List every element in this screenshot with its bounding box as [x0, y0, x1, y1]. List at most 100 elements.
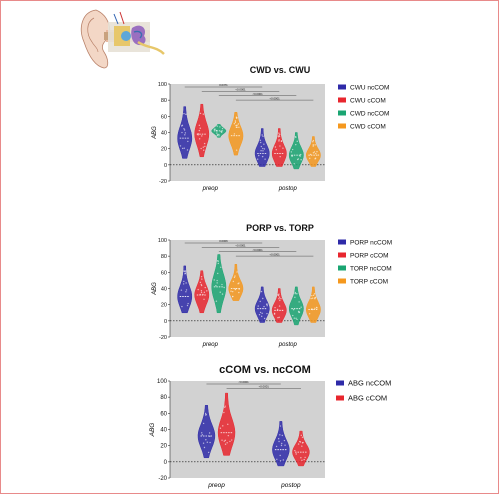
violin-0-postop	[254, 128, 270, 167]
data-point	[278, 297, 280, 300]
y-axis-label: ABG	[149, 423, 156, 438]
data-point	[301, 459, 303, 462]
data-point	[281, 442, 283, 445]
data-point	[279, 133, 281, 136]
data-point	[256, 158, 259, 160]
data-point	[293, 317, 295, 319]
data-point	[203, 298, 205, 300]
y-tick-label: 20	[161, 303, 167, 309]
data-point	[278, 132, 280, 134]
data-point	[278, 316, 280, 319]
violin-0-preop	[197, 405, 216, 459]
data-point	[298, 301, 300, 303]
y-tick-label: -20	[159, 335, 167, 341]
data-point	[314, 307, 316, 310]
data-point	[280, 297, 282, 300]
data-point	[301, 445, 303, 447]
data-point	[290, 151, 293, 153]
data-point	[203, 142, 206, 145]
data-point	[226, 442, 228, 444]
data-point	[304, 456, 306, 459]
x-category-label: preop	[207, 482, 225, 489]
data-point	[181, 305, 183, 308]
data-point	[294, 296, 296, 299]
data-point	[316, 307, 318, 309]
significance-label: <0.0001	[235, 244, 246, 248]
data-point	[200, 284, 203, 287]
data-point	[263, 305, 265, 308]
data-point	[300, 153, 302, 156]
data-point	[183, 112, 185, 115]
data-point	[187, 140, 189, 143]
data-point	[278, 140, 280, 142]
data-point	[221, 293, 224, 295]
data-point	[309, 157, 311, 160]
data-point	[206, 441, 209, 443]
data-point	[314, 298, 316, 300]
data-point	[281, 434, 284, 437]
violin-chart-2: -20 0 20 40 60 80 100 ABG preop postop 0.0006 <0.00…	[152, 238, 392, 348]
plot-area	[170, 84, 325, 181]
data-point	[308, 313, 311, 315]
data-point	[197, 288, 199, 291]
data-point	[299, 440, 301, 443]
data-point	[205, 413, 207, 416]
data-point	[221, 127, 224, 130]
data-point	[314, 144, 316, 146]
significance-label: 0.0371	[219, 83, 228, 87]
data-point	[279, 425, 282, 427]
data-point	[296, 318, 298, 321]
data-point	[223, 286, 225, 289]
data-point	[278, 440, 280, 443]
data-point	[200, 276, 203, 278]
data-point	[279, 145, 281, 147]
data-point	[199, 112, 202, 115]
violin-2-preop	[211, 254, 227, 314]
data-point	[262, 297, 264, 300]
data-point	[200, 291, 203, 294]
data-point	[227, 434, 230, 437]
data-point	[261, 155, 264, 158]
data-point	[232, 290, 234, 293]
y-tick-label: 0	[164, 319, 167, 325]
x-category-label: postop	[278, 186, 298, 192]
data-point	[200, 147, 202, 150]
data-point	[313, 151, 316, 153]
data-point	[295, 143, 297, 146]
data-point	[216, 134, 218, 137]
data-point	[186, 149, 189, 151]
legend-label-1: PORP cCOM	[350, 253, 389, 260]
y-tick-label: 0	[164, 163, 167, 169]
y-tick-label: 60	[161, 114, 167, 120]
data-point	[234, 275, 236, 277]
data-point	[278, 139, 280, 141]
data-point	[216, 125, 218, 127]
data-point	[297, 158, 300, 160]
data-point	[216, 282, 218, 284]
data-point	[291, 155, 293, 157]
data-point	[295, 317, 297, 320]
data-point	[260, 290, 263, 293]
legend-swatch-0	[338, 239, 346, 245]
violin-chart-3: -20 0 20 40 60 80 100 ABG preop postop <0.0001 <0.0…	[149, 379, 391, 490]
data-point	[277, 136, 280, 138]
data-point	[224, 405, 226, 407]
data-point	[229, 440, 231, 443]
data-point	[292, 314, 294, 317]
legend-label-0: CWU ncCOM	[350, 85, 389, 92]
data-point	[238, 291, 240, 294]
data-point	[203, 149, 205, 151]
y-tick-label: 40	[161, 287, 167, 293]
data-point	[201, 135, 203, 137]
data-point	[279, 454, 281, 457]
data-point	[233, 122, 236, 125]
data-point	[201, 432, 203, 434]
data-point	[258, 154, 260, 157]
data-point	[187, 302, 189, 305]
y-tick-label: 0	[164, 460, 168, 466]
data-point	[184, 272, 187, 274]
data-point	[273, 312, 276, 315]
data-point	[202, 442, 205, 444]
data-point	[201, 434, 204, 436]
data-point	[232, 280, 235, 283]
